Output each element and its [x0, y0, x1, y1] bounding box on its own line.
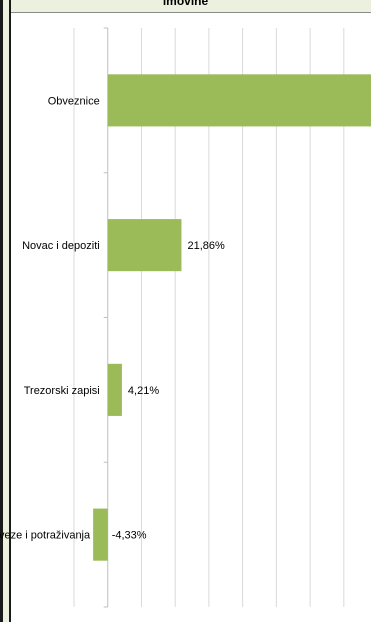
data-label: 4,21%	[128, 385, 159, 397]
bar-3	[93, 508, 108, 561]
bar-1	[107, 219, 182, 272]
data-label: -4,33%	[112, 530, 147, 542]
chart-title-bar: imovine	[0, 0, 371, 13]
category-label: Trezorski zapisi	[24, 385, 100, 397]
labels: Obveznice78,27%Novac i depoziti21,86%Tre…	[0, 95, 225, 542]
bar-0	[107, 74, 371, 127]
category-label: Obveznice	[48, 95, 100, 107]
data-label: 21,86%	[187, 240, 225, 252]
frame-left-edge	[0, 0, 3, 622]
category-label: Obveze i potraživanja	[0, 530, 91, 542]
chart-title: imovine	[162, 0, 209, 8]
category-label: Novac i depoziti	[22, 240, 100, 252]
bar-2	[107, 363, 122, 416]
frame-left-border	[0, 0, 11, 622]
bars	[93, 74, 371, 561]
